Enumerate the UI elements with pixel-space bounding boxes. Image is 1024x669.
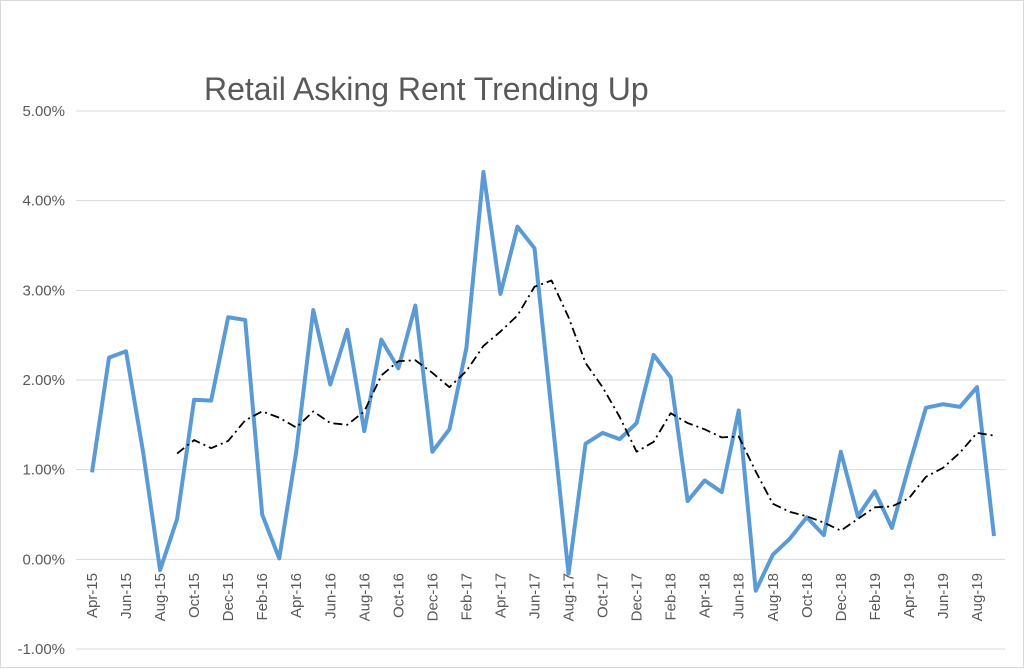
x-tick-label: Aug-18 [765, 573, 782, 621]
x-tick-label: Apr-17 [492, 573, 509, 618]
x-tick-label: Apr-18 [697, 573, 714, 618]
y-tick-label: 4.00% [22, 193, 65, 210]
y-tick-label: 1.00% [22, 462, 65, 479]
y-tick-label: -1.00% [17, 641, 65, 658]
x-tick-label: Dec-17 [629, 573, 646, 621]
x-tick-label: Feb-19 [867, 573, 884, 621]
x-tick-label: Jun-17 [526, 573, 543, 619]
x-tick-label: Aug-19 [969, 573, 986, 621]
x-tick-label: Apr-19 [901, 573, 918, 618]
y-tick-label: 3.00% [22, 282, 65, 299]
y-tick-label: 5.00% [22, 103, 65, 120]
y-axis-labels: -1.00% 0.00% 1.00% 2.00% 3.00% 4.00% 5.00% [17, 103, 65, 658]
x-tick-label: Feb-16 [254, 573, 271, 621]
series-line-solid [90, 169, 996, 593]
x-tick-label: Apr-16 [288, 573, 305, 618]
chart-title: Retail Asking Rent Trending Up [204, 71, 649, 107]
x-tick-label: Oct-17 [595, 573, 612, 618]
y-tick-label: 2.00% [22, 372, 65, 389]
series-lines [90, 169, 996, 593]
x-tick-label: Apr-15 [84, 573, 101, 618]
x-tick-label: Oct-18 [799, 573, 816, 618]
x-tick-label: Feb-17 [458, 573, 475, 621]
x-tick-label: Dec-16 [424, 573, 441, 621]
y-tick-label: 0.00% [22, 551, 65, 568]
x-tick-label: Jun-15 [118, 573, 135, 619]
x-axis-labels: Apr-15 Jun-15 Aug-15 Oct-15 Dec-15 Feb-16 Apr-… [84, 573, 986, 621]
x-tick-label: Aug-15 [152, 573, 169, 621]
x-tick-label: Jun-16 [322, 573, 339, 619]
x-tick-label: Oct-16 [390, 573, 407, 618]
x-tick-label: Jun-18 [731, 573, 748, 619]
x-tick-label: Dec-15 [220, 573, 237, 621]
series-line-dash-dot [176, 279, 995, 532]
x-tick-label: Feb-18 [663, 573, 680, 621]
x-tick-label: Jun-19 [935, 573, 952, 619]
x-tick-label: Dec-18 [833, 573, 850, 621]
x-tick-label: Aug-16 [356, 573, 373, 621]
x-tick-label: Aug-17 [561, 573, 578, 621]
x-tick-label: Oct-15 [186, 573, 203, 618]
